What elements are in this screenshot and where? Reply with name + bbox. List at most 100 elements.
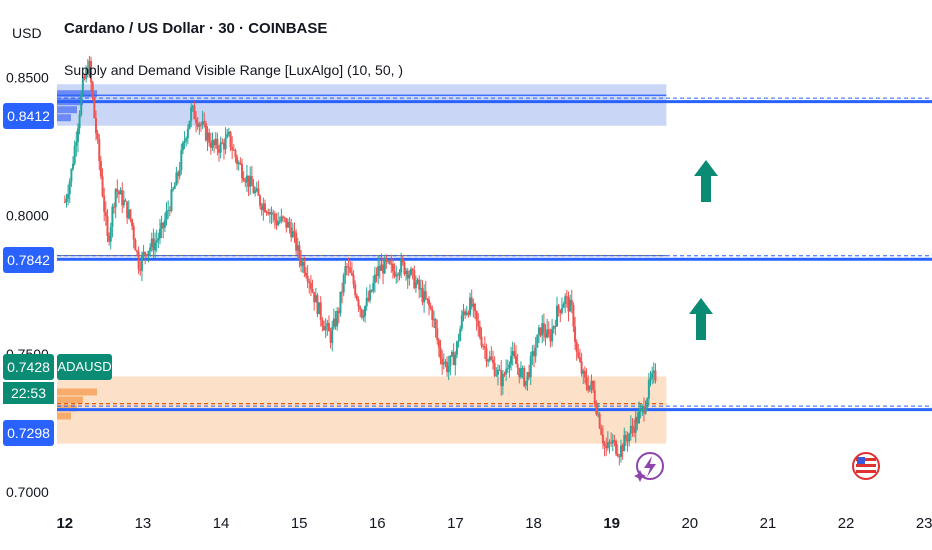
candle-body: [332, 318, 335, 328]
candle-body: [181, 142, 184, 151]
candle-body: [244, 180, 247, 183]
candle-body: [232, 149, 235, 151]
candle-body: [633, 427, 636, 433]
candle-body: [113, 206, 116, 208]
candle-body: [401, 258, 404, 263]
candle-body: [236, 157, 239, 165]
candle-body: [601, 434, 604, 444]
candle-body: [393, 271, 396, 277]
candle-body: [147, 250, 150, 256]
candle-body: [467, 312, 470, 315]
candle-body: [257, 188, 260, 196]
candle-body: [370, 290, 373, 292]
candle-body: [391, 263, 394, 272]
profile-bar: [57, 90, 97, 98]
candle-body: [336, 310, 339, 327]
x-tick-label: 19: [603, 515, 620, 532]
candle-body: [587, 385, 590, 391]
candle-body: [574, 326, 577, 342]
candle-body: [442, 362, 445, 365]
candle-body: [424, 291, 427, 299]
candle-body: [94, 118, 97, 134]
candle-body: [75, 141, 78, 146]
candle-body: [396, 274, 399, 276]
candle-body: [521, 368, 524, 370]
candle-body: [111, 206, 114, 227]
candle-body: [86, 69, 89, 75]
candle-body: [155, 240, 158, 243]
candle-body: [177, 172, 180, 177]
candle-body: [513, 351, 516, 357]
lightning-icon[interactable]: [634, 452, 664, 482]
candle-body: [564, 296, 567, 305]
candle-body: [101, 176, 104, 197]
candle-body: [503, 374, 506, 376]
candle-body: [367, 297, 370, 301]
candle-body: [375, 274, 378, 277]
candle-body: [537, 327, 540, 335]
candle-body: [606, 441, 609, 449]
candle-body: [247, 175, 250, 187]
candle-body: [231, 147, 234, 150]
candle-body: [93, 98, 96, 119]
candle-body: [388, 260, 391, 264]
candle-body: [508, 364, 511, 369]
indicator-label[interactable]: Supply and Demand Visible Range [LuxAlgo…: [64, 62, 404, 78]
candle-body: [157, 238, 160, 241]
candle-body: [368, 290, 371, 301]
candle-body: [475, 310, 478, 321]
candle-body: [280, 216, 283, 222]
us-flag-icon[interactable]: [852, 452, 880, 480]
candle-body: [478, 326, 481, 338]
candle-body: [501, 374, 504, 387]
candle-body: [359, 306, 362, 310]
candles: [63, 55, 657, 466]
candle-body: [439, 347, 442, 359]
candle-body: [139, 269, 142, 271]
candle-body: [482, 345, 485, 347]
candle-body: [311, 288, 314, 293]
candle-body: [405, 270, 408, 275]
candle-body: [619, 445, 622, 457]
candle-body: [409, 268, 412, 275]
candle-body: [265, 211, 268, 213]
candle-body: [444, 361, 447, 363]
candle-body: [529, 355, 532, 378]
candle-body: [124, 200, 127, 202]
candle-body: [428, 299, 431, 306]
candle-body: [556, 305, 558, 327]
candle-body: [505, 369, 508, 375]
candle-body: [145, 254, 148, 256]
candle-body: [592, 381, 595, 390]
candle-body: [245, 175, 248, 183]
candle-body: [452, 352, 455, 366]
candle-body: [485, 348, 488, 362]
candle-body: [65, 198, 68, 202]
x-tick-label: 14: [213, 515, 230, 532]
candle-body: [649, 378, 652, 381]
candle-body: [451, 352, 453, 356]
candle-body: [295, 232, 298, 251]
candle-body: [511, 351, 514, 356]
candle-body: [457, 340, 460, 342]
candle-body: [341, 291, 344, 293]
candle-body: [419, 288, 422, 290]
candle-body: [103, 196, 106, 212]
candle-body: [326, 323, 329, 327]
candle-body: [588, 385, 591, 391]
candle-body: [547, 329, 550, 336]
candle-body: [309, 283, 312, 289]
candle-body: [380, 264, 383, 271]
candle-body: [277, 221, 280, 226]
candle-body: [360, 309, 363, 318]
candle-body: [267, 212, 270, 215]
candle-body: [447, 366, 450, 373]
candle-body: [418, 279, 421, 290]
supply-price-tag: 0.8412: [3, 103, 54, 129]
candle-body: [204, 123, 207, 141]
candle-body: [551, 328, 554, 342]
candle-body: [109, 226, 112, 242]
candle-body: [541, 323, 544, 336]
candle-body: [416, 279, 419, 283]
